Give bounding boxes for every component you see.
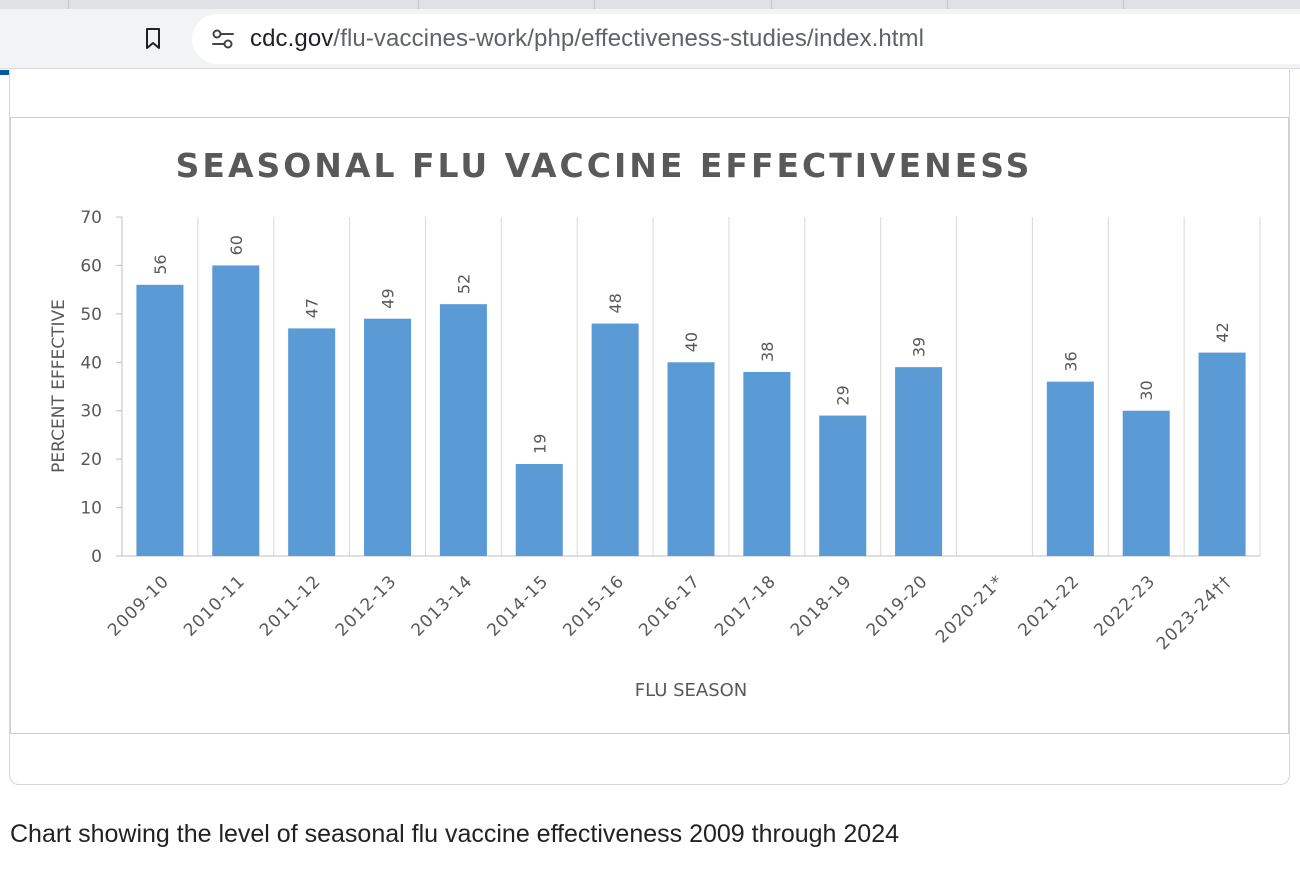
y-tick-label: 10 bbox=[80, 499, 102, 519]
bar-2016-17 bbox=[667, 362, 715, 556]
y-tick-label: 70 bbox=[80, 208, 102, 228]
bar-2011-12 bbox=[288, 328, 336, 556]
data-label: 56 bbox=[151, 254, 170, 274]
tune-icon[interactable] bbox=[210, 27, 236, 51]
data-label: 49 bbox=[379, 288, 398, 308]
x-tick-label: 2014-15 bbox=[483, 571, 552, 640]
x-tick-label: 2022-23 bbox=[1090, 571, 1159, 640]
bar-2017-18 bbox=[743, 371, 791, 556]
y-tick-label: 50 bbox=[80, 305, 102, 325]
data-label: 52 bbox=[454, 274, 473, 294]
tab-separator bbox=[771, 0, 772, 9]
data-label: 42 bbox=[1213, 322, 1232, 342]
x-tick-label: 2011-12 bbox=[256, 571, 325, 640]
data-label: 36 bbox=[1061, 351, 1080, 371]
data-label: 19 bbox=[530, 434, 549, 454]
bar-2022-23 bbox=[1122, 410, 1170, 556]
y-tick-label: 60 bbox=[80, 256, 102, 276]
x-tick-label: 2020-21* bbox=[932, 571, 1008, 647]
chart-title: SEASONAL FLU VACCINE EFFECTIVENESS bbox=[176, 146, 1033, 185]
tab-strip bbox=[0, 0, 1300, 9]
x-tick-label: 2013-14 bbox=[408, 571, 477, 640]
tab-separator bbox=[947, 0, 948, 9]
bookmark-icon[interactable] bbox=[140, 24, 166, 54]
browser-toolbar: cdc.gov/flu-vaccines-work/php/effectiven… bbox=[0, 9, 1300, 69]
url-text[interactable]: cdc.gov/flu-vaccines-work/php/effectiven… bbox=[250, 25, 924, 53]
y-axis-title: PERCENT EFFECTIVE bbox=[49, 299, 69, 473]
tab-separator bbox=[418, 0, 419, 9]
data-label: 39 bbox=[910, 337, 929, 357]
data-label: 29 bbox=[834, 385, 853, 405]
data-label: 48 bbox=[606, 293, 625, 313]
x-tick-label: 2016-17 bbox=[635, 571, 704, 640]
bar-2023-24†† bbox=[1198, 352, 1246, 556]
data-label: 30 bbox=[1137, 380, 1156, 400]
bar-2015-16 bbox=[591, 323, 639, 556]
data-label: 60 bbox=[227, 235, 246, 255]
y-tick-label: 20 bbox=[80, 450, 102, 470]
flu-vaccine-effectiveness-chart: SEASONAL FLU VACCINE EFFECTIVENESS 0 10 20 3… bbox=[49, 146, 1261, 701]
bar-2010-11 bbox=[212, 265, 260, 556]
tab-separator bbox=[594, 0, 595, 9]
x-tick-label: 2009-10 bbox=[104, 571, 173, 640]
url-domain: cdc.gov bbox=[250, 25, 334, 52]
chart-frame: SEASONAL FLU VACCINE EFFECTIVENESS 0 10 20 3… bbox=[10, 117, 1289, 734]
tab-separator bbox=[1123, 0, 1124, 9]
x-axis-title: FLU SEASON bbox=[635, 680, 748, 701]
data-label: 38 bbox=[758, 342, 777, 362]
x-tick-label: 2018-19 bbox=[787, 571, 856, 640]
bar-2021-22 bbox=[1046, 381, 1094, 556]
y-tick-label: 0 bbox=[91, 547, 102, 567]
bar-2014-15 bbox=[515, 463, 563, 556]
address-bar[interactable]: cdc.gov/flu-vaccines-work/php/effectiven… bbox=[192, 14, 1300, 64]
bar-2018-19 bbox=[819, 415, 867, 556]
x-tick-label: 2010-11 bbox=[180, 571, 249, 640]
bar-2012-13 bbox=[364, 318, 412, 556]
data-label: 47 bbox=[303, 298, 322, 318]
url-path: /flu-vaccines-work/php/effectiveness-stu… bbox=[333, 25, 925, 52]
chart-caption: Chart showing the level of seasonal flu … bbox=[10, 820, 900, 848]
x-tick-label: 2023-24†† bbox=[1153, 571, 1236, 654]
x-tick-label: 2012-13 bbox=[332, 571, 401, 640]
x-tick-label: 2015-16 bbox=[559, 571, 628, 640]
y-tick-label: 30 bbox=[80, 402, 102, 422]
bar-2019-20 bbox=[895, 367, 943, 556]
bar-2013-14 bbox=[439, 304, 487, 556]
x-tick-label: 2017-18 bbox=[711, 571, 780, 640]
tab-separator bbox=[68, 0, 69, 9]
bar-2009-10 bbox=[136, 284, 184, 556]
data-label: 40 bbox=[682, 332, 701, 352]
x-tick-label: 2019-20 bbox=[863, 571, 932, 640]
x-tick-label: 2021-22 bbox=[1015, 571, 1084, 640]
y-tick-label: 40 bbox=[80, 353, 102, 373]
